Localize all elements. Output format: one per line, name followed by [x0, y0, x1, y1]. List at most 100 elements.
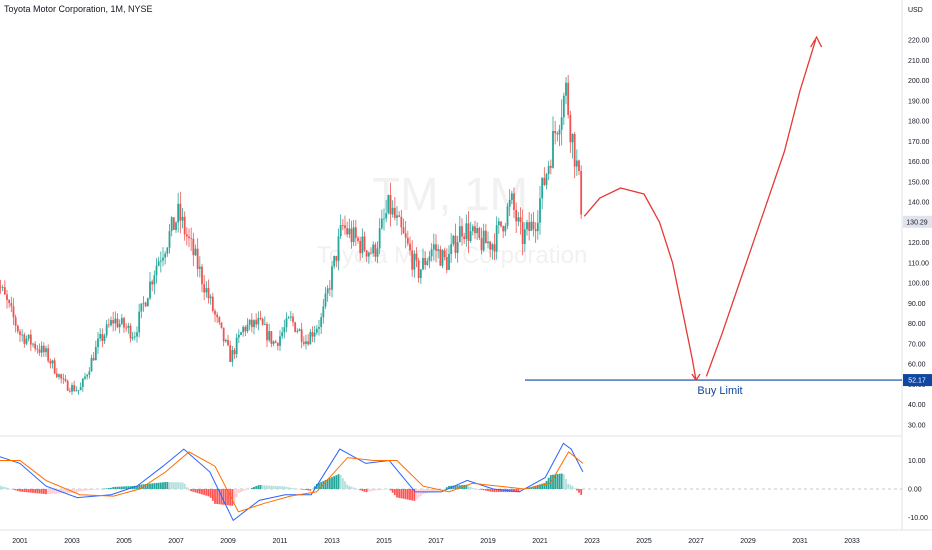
- candle-body: [346, 228, 349, 235]
- histogram-bar: [198, 489, 201, 494]
- candle-body: [99, 333, 102, 339]
- osc-tick-label: -10.00: [908, 515, 928, 522]
- histogram-bar: [536, 485, 539, 489]
- histogram-bar: [32, 489, 34, 493]
- candle-body: [543, 177, 546, 185]
- histogram-bar: [149, 483, 151, 489]
- histogram-bar: [110, 487, 112, 489]
- histogram-bar: [554, 474, 557, 489]
- candle-body: [489, 241, 492, 250]
- histogram-bar: [105, 488, 108, 489]
- candle-body: [469, 231, 472, 241]
- candle-body: [324, 293, 327, 307]
- candle-body: [123, 318, 125, 328]
- histogram-bar: [99, 489, 102, 490]
- time-tick-label: 2027: [688, 538, 704, 545]
- histogram-bar: [51, 489, 54, 494]
- candle-body: [545, 174, 548, 185]
- candle-body: [311, 332, 314, 337]
- histogram-bar: [463, 484, 466, 489]
- candle-body: [443, 250, 446, 258]
- histogram-bar: [580, 489, 583, 495]
- histogram-bar: [88, 489, 91, 491]
- histogram-bar: [283, 486, 286, 489]
- histogram-bar: [469, 486, 472, 489]
- candle-body: [246, 324, 249, 332]
- candle-body: [305, 341, 307, 344]
- candle-body: [333, 256, 336, 267]
- candle-body: [406, 237, 409, 244]
- histogram-bar: [428, 489, 431, 493]
- candle-body: [261, 318, 264, 325]
- candle-body: [521, 222, 524, 245]
- candle-body: [77, 390, 80, 391]
- histogram-bar: [216, 489, 219, 505]
- histogram-bar: [445, 487, 448, 489]
- candle-body: [292, 316, 294, 323]
- candle-body: [279, 336, 281, 346]
- candle-body: [79, 387, 82, 391]
- candle-body: [27, 334, 30, 339]
- candle-body: [116, 318, 119, 328]
- candle-body: [413, 253, 416, 270]
- candle-body: [149, 281, 151, 299]
- candle-body: [259, 317, 262, 319]
- histogram-bar: [268, 485, 271, 489]
- candle-body: [237, 334, 240, 338]
- candle-body: [229, 345, 232, 362]
- candle-body: [42, 345, 45, 353]
- candle-body: [125, 327, 128, 329]
- histogram-bar: [81, 489, 84, 492]
- histogram-bar: [326, 479, 329, 489]
- histogram-bar: [467, 485, 470, 489]
- histogram-bar: [402, 489, 405, 499]
- histogram-bar: [55, 489, 58, 494]
- histogram-bar: [255, 486, 258, 489]
- candle-body: [445, 257, 448, 270]
- histogram-bar: [179, 482, 182, 489]
- time-tick-label: 2019: [480, 538, 496, 545]
- candle-body: [36, 348, 39, 350]
- histogram-bar: [183, 483, 186, 489]
- candle-body: [285, 318, 288, 328]
- candle-body: [129, 325, 132, 339]
- candle-body: [398, 215, 401, 217]
- macd-line: [0, 442, 584, 522]
- candle-body: [370, 252, 372, 254]
- candle-body: [480, 237, 483, 251]
- histogram-bar: [569, 484, 572, 489]
- histogram-bar: [0, 485, 2, 489]
- time-tick-label: 2021: [532, 538, 548, 545]
- price-tick-label: 110.00: [908, 260, 929, 267]
- histogram-bar: [437, 489, 440, 492]
- histogram-bar: [565, 478, 567, 489]
- price-tick-label: 60.00: [908, 362, 926, 369]
- price-tick-label: 30.00: [908, 423, 926, 430]
- time-tick-label: 2031: [792, 538, 808, 545]
- histogram-bar: [246, 489, 249, 490]
- candle-body: [357, 237, 359, 241]
- candle-body: [296, 330, 299, 332]
- candle-body: [289, 316, 292, 318]
- histogram-bar: [482, 489, 485, 491]
- candle-body: [465, 223, 468, 239]
- candle-body: [541, 177, 544, 199]
- candle-body: [270, 331, 273, 344]
- candle-body: [192, 238, 195, 256]
- histogram-bar: [75, 489, 78, 493]
- candle-body: [565, 82, 567, 96]
- price-tick-label: 220.00: [908, 38, 930, 45]
- histogram-bar: [383, 489, 385, 490]
- histogram-bar: [77, 489, 80, 492]
- watermark-ticker: TM, 1M: [372, 168, 528, 220]
- histogram-bar: [237, 489, 240, 493]
- candle-body: [94, 346, 97, 361]
- candle-body: [84, 376, 86, 379]
- histogram-bar: [49, 489, 52, 494]
- candle-body: [335, 256, 338, 261]
- histogram-bar: [361, 489, 364, 491]
- histogram-bar: [575, 489, 578, 491]
- histogram-bar: [560, 473, 563, 489]
- candle-body: [484, 230, 487, 244]
